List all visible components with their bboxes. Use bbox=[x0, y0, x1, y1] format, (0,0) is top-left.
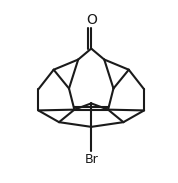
Text: O: O bbox=[86, 13, 97, 27]
Text: Br: Br bbox=[84, 153, 98, 166]
